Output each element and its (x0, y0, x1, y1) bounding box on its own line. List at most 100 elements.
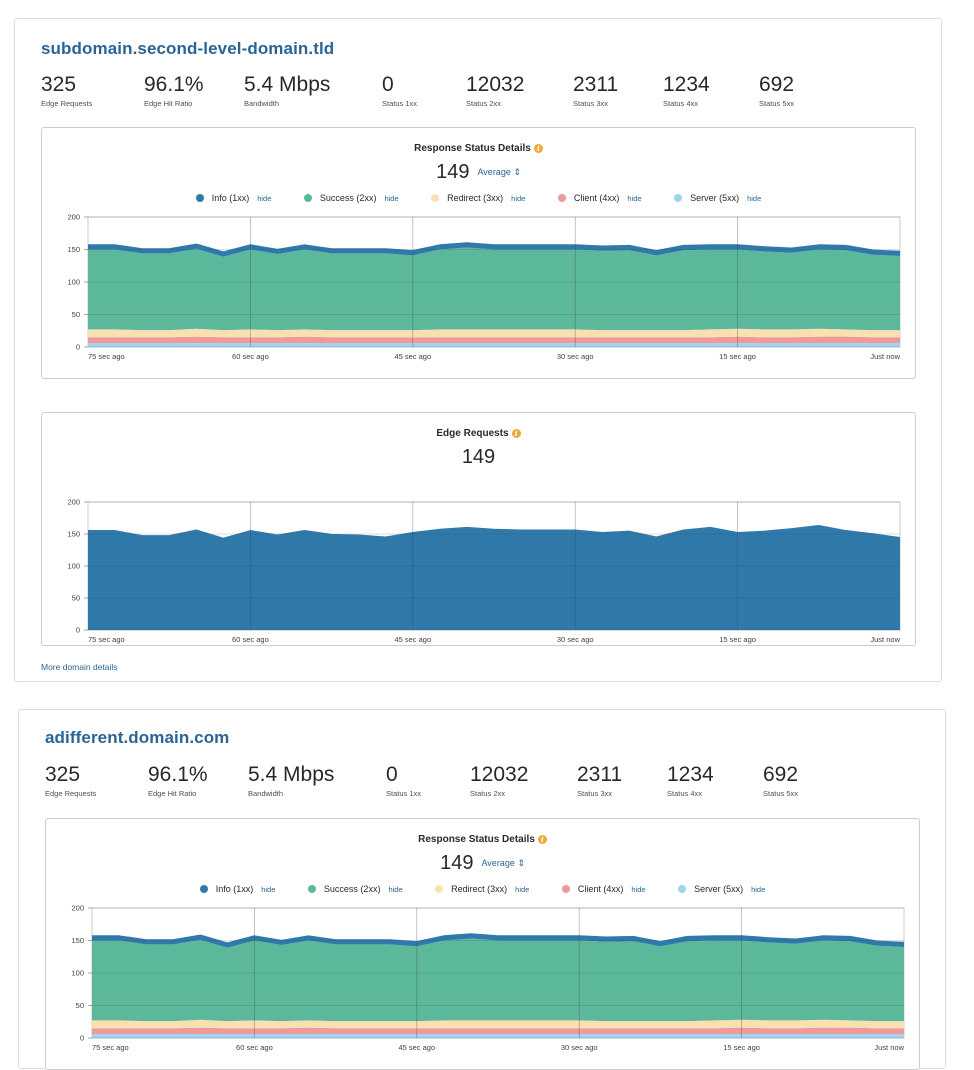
stat-value: 5.4 Mbps (248, 763, 335, 786)
stat-status-1xx: 0 Status 1xx (386, 762, 421, 798)
y-tick-label: 50 (72, 310, 80, 319)
series-area (88, 247, 900, 331)
x-tick-label: 15 sec ago (719, 352, 756, 361)
stat-status-5xx: 692 Status 5xx (763, 762, 798, 798)
stat-value: 1234 (667, 763, 714, 786)
legend-item-info: Info (1xx) hide (199, 884, 276, 894)
x-tick-label: 60 sec ago (232, 352, 269, 361)
legend-dot (195, 194, 204, 202)
domain-card: subdomain.second-level-domain.tld 325 Ed… (14, 18, 942, 682)
stat-value: 1234 (663, 73, 710, 96)
series-area (88, 328, 900, 338)
stat-value: 12032 (470, 763, 529, 786)
series-area (88, 336, 900, 344)
domain-card: adifferent.domain.com 325 Edge Requests … (18, 709, 946, 1070)
x-tick-label: 30 sec ago (557, 352, 594, 361)
x-tick-label: 15 sec ago (723, 1043, 760, 1052)
stat-label: Status 3xx (573, 99, 609, 108)
stat-label: Status 4xx (667, 789, 703, 798)
stat-status-4xx: 1234 Status 4xx (667, 762, 714, 798)
stat-value: 96.1% (148, 763, 208, 786)
legend-hide-link[interactable]: hide (631, 885, 646, 894)
big-value: 149 Average ⇕ (46, 852, 919, 875)
legend-item-client: Client (4xx) hide (561, 884, 646, 894)
panel-title: Response Status Details i (46, 834, 919, 845)
sort-arrows-icon: ⇕ (513, 167, 521, 177)
legend-hide-link[interactable]: hide (515, 885, 530, 894)
domain-title[interactable]: subdomain.second-level-domain.tld (41, 39, 335, 58)
response-status-panel: Response Status Details i 149 Average ⇕ In… (41, 127, 916, 379)
legend-hide-link[interactable]: hide (388, 885, 403, 894)
edge-requests-panel: Edge Requests i 149 0 50 100 150 200 75 sec ag… (41, 412, 916, 646)
stat-value: 2311 (573, 73, 619, 96)
y-tick-label: 100 (67, 562, 80, 571)
legend-label: Client (4xx) (577, 884, 624, 894)
big-value: 149 (42, 446, 915, 469)
x-tick-label: Just now (870, 635, 900, 644)
panel-title: Edge Requests i (42, 428, 915, 439)
y-tick-label: 100 (71, 969, 84, 978)
x-tick-label: Just now (874, 1043, 904, 1052)
stat-status-3xx: 2311 Status 3xx (577, 762, 622, 798)
series-line (92, 933, 905, 947)
legend-label: Redirect (3xx) (447, 193, 504, 203)
series-area (92, 1027, 904, 1035)
legend-dot (674, 194, 683, 202)
y-tick-label: 200 (67, 213, 80, 222)
legend-dot (199, 885, 208, 893)
panel-title: Response Status Details i (42, 143, 915, 154)
stat-label: Status 2xx (466, 99, 502, 108)
average-toggle[interactable]: Average ⇕ (481, 858, 524, 868)
stat-label: Edge Requests (45, 789, 97, 798)
y-tick-label: 0 (76, 626, 80, 635)
stat-status-3xx: 2311 Status 3xx (573, 72, 618, 108)
series-area (92, 1019, 904, 1029)
legend-item-server: Server (5xx) hide (678, 884, 765, 894)
series-line (88, 524, 901, 540)
domain-title[interactable]: adifferent.domain.com (45, 728, 230, 747)
legend-hide-link[interactable]: hide (511, 194, 526, 203)
more-domain-details-link[interactable]: More domain details (41, 662, 118, 672)
legend-label: Info (1xx) (215, 884, 254, 894)
stat-label: Bandwidth (248, 789, 284, 798)
info-icon[interactable]: i (533, 144, 543, 153)
x-tick-label: 75 sec ago (88, 352, 125, 361)
legend-label: Client (4xx) (573, 193, 620, 203)
x-tick-label: 75 sec ago (88, 635, 125, 644)
stat-value: 2311 (577, 763, 623, 786)
stats-row: 325 Edge Requests 96.1% Edge Hit Ratio 5… (45, 762, 925, 812)
stat-status-4xx: 1234 Status 4xx (663, 72, 710, 108)
stat-value: 0 (382, 73, 394, 96)
x-tick-label: 30 sec ago (561, 1043, 598, 1052)
legend-dot (557, 194, 566, 202)
legend-hide-link[interactable]: hide (747, 194, 762, 203)
y-tick-label: 0 (80, 1034, 84, 1043)
legend-label: Success (2xx) (319, 193, 377, 203)
legend-item-server: Server (5xx) hide (674, 193, 761, 203)
stat-value: 325 (45, 763, 81, 786)
stat-value: 96.1% (144, 73, 204, 96)
status-value: 149 (440, 852, 474, 874)
legend-hide-link[interactable]: hide (261, 885, 276, 894)
legend-hide-link[interactable]: hide (384, 194, 399, 203)
stat-label: Status 5xx (763, 789, 799, 798)
panel-title-text: Edge Requests (436, 428, 509, 439)
legend-dot (435, 885, 444, 893)
stat-value: 5.4 Mbps (244, 73, 331, 96)
average-toggle[interactable]: Average ⇕ (477, 167, 520, 177)
legend-hide-link[interactable]: hide (751, 885, 766, 894)
info-icon[interactable]: i (511, 429, 521, 438)
average-label: Average (481, 858, 515, 868)
legend-hide-link[interactable]: hide (257, 194, 272, 203)
series-area (88, 525, 900, 630)
info-icon[interactable]: i (537, 835, 547, 844)
y-tick-label: 100 (67, 278, 80, 287)
stat-value: 12032 (466, 73, 525, 96)
legend: Info (1xx) hide Success (2xx) hide Redirec… (46, 884, 919, 894)
legend-hide-link[interactable]: hide (627, 194, 642, 203)
y-tick-label: 150 (71, 936, 84, 945)
stat-edge-requests: 325 Edge Requests (45, 762, 96, 798)
stat-label: Bandwidth (244, 99, 280, 108)
legend-dot (561, 885, 570, 893)
status-value: 149 (436, 161, 470, 183)
